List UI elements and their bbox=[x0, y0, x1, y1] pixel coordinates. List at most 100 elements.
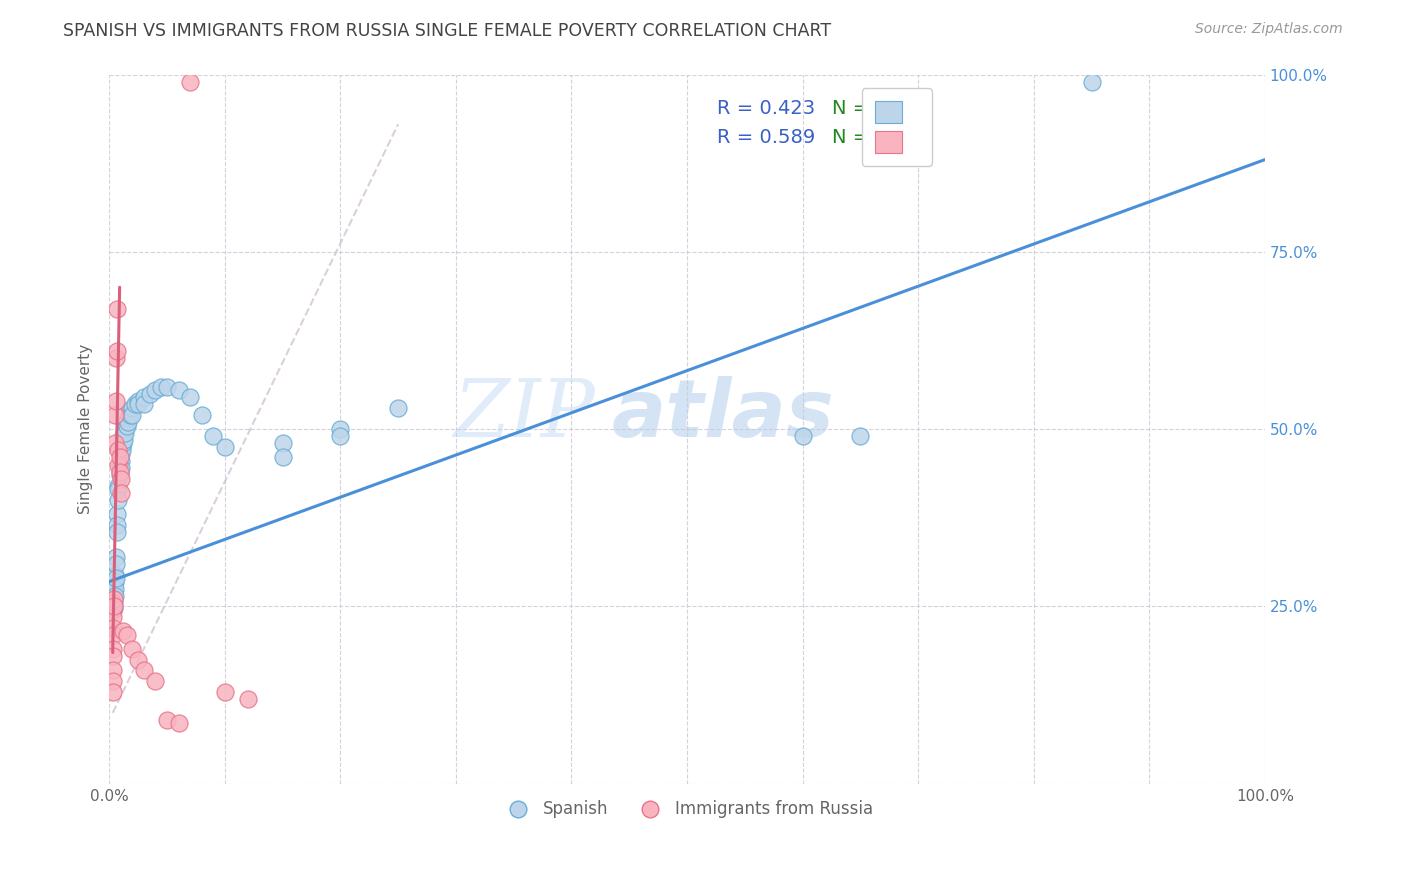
Point bbox=[115, 415, 138, 429]
Point bbox=[117, 415, 139, 429]
Point bbox=[110, 472, 132, 486]
Point bbox=[110, 486, 132, 500]
Y-axis label: Single Female Poverty: Single Female Poverty bbox=[79, 344, 93, 515]
Point bbox=[112, 429, 135, 443]
Point bbox=[101, 649, 124, 664]
Point bbox=[112, 436, 135, 450]
Text: ZIP: ZIP bbox=[453, 376, 595, 454]
Point bbox=[190, 408, 212, 422]
Point bbox=[105, 351, 128, 366]
Point bbox=[103, 592, 125, 607]
Point bbox=[132, 390, 155, 404]
Point bbox=[132, 663, 155, 677]
Point bbox=[103, 599, 125, 614]
Point bbox=[101, 610, 124, 624]
Point bbox=[271, 450, 294, 465]
Point bbox=[145, 383, 167, 397]
Point bbox=[329, 422, 352, 436]
Point bbox=[101, 628, 124, 642]
Point bbox=[121, 642, 143, 657]
Point bbox=[101, 642, 124, 657]
Point bbox=[167, 383, 190, 397]
Point bbox=[110, 454, 132, 468]
Text: N = 65: N = 65 bbox=[831, 99, 900, 119]
Point bbox=[105, 301, 128, 316]
Point bbox=[103, 578, 125, 592]
Point bbox=[105, 344, 128, 359]
Point bbox=[329, 429, 352, 443]
Point bbox=[132, 397, 155, 411]
Text: Source: ZipAtlas.com: Source: ZipAtlas.com bbox=[1195, 22, 1343, 37]
Point bbox=[101, 663, 124, 677]
Point bbox=[104, 574, 127, 589]
Point bbox=[108, 450, 131, 465]
Point bbox=[101, 621, 124, 635]
Point bbox=[111, 440, 134, 454]
Point bbox=[104, 567, 127, 582]
Point bbox=[179, 390, 201, 404]
Point bbox=[107, 443, 129, 458]
Point bbox=[103, 585, 125, 599]
Point bbox=[105, 507, 128, 521]
Point bbox=[138, 386, 160, 401]
Point bbox=[103, 600, 125, 615]
Point bbox=[236, 691, 259, 706]
Point bbox=[214, 440, 236, 454]
Point bbox=[156, 379, 179, 393]
Point bbox=[101, 596, 124, 610]
Point bbox=[108, 465, 131, 479]
Point bbox=[115, 628, 138, 642]
Point bbox=[118, 408, 141, 422]
Point bbox=[101, 684, 124, 698]
Point bbox=[103, 596, 125, 610]
Point bbox=[115, 418, 138, 433]
Point bbox=[156, 713, 179, 727]
Point bbox=[124, 397, 146, 411]
Point bbox=[104, 408, 127, 422]
Point bbox=[117, 411, 139, 425]
Text: N = 36: N = 36 bbox=[831, 128, 900, 146]
Point bbox=[112, 425, 135, 440]
Text: R = 0.423: R = 0.423 bbox=[717, 99, 815, 119]
Point bbox=[101, 589, 124, 603]
Point bbox=[179, 74, 201, 88]
Point bbox=[387, 401, 409, 415]
Point bbox=[108, 458, 131, 472]
Point bbox=[150, 379, 173, 393]
Point bbox=[112, 624, 135, 639]
Point bbox=[107, 479, 129, 493]
Legend: Spanish, Immigrants from Russia: Spanish, Immigrants from Russia bbox=[495, 794, 880, 825]
Point bbox=[101, 673, 124, 688]
Point bbox=[849, 429, 872, 443]
Point bbox=[145, 673, 167, 688]
Point bbox=[105, 571, 128, 585]
Point bbox=[118, 404, 141, 418]
Point bbox=[202, 429, 225, 443]
Point bbox=[121, 401, 143, 415]
Point bbox=[105, 524, 128, 539]
Point bbox=[214, 684, 236, 698]
Point bbox=[114, 425, 136, 440]
Point bbox=[110, 461, 132, 475]
Point bbox=[104, 582, 127, 596]
Point bbox=[105, 517, 128, 532]
Point bbox=[101, 574, 124, 589]
Text: atlas: atlas bbox=[612, 376, 835, 454]
Point bbox=[105, 557, 128, 571]
Point bbox=[167, 716, 190, 731]
Point bbox=[103, 592, 125, 607]
Point bbox=[107, 483, 129, 497]
Point bbox=[101, 603, 124, 617]
Point bbox=[127, 397, 149, 411]
Point bbox=[105, 393, 128, 408]
Text: R = 0.589: R = 0.589 bbox=[717, 128, 815, 146]
Point bbox=[127, 393, 149, 408]
Point bbox=[111, 443, 134, 458]
Point bbox=[792, 429, 814, 443]
Point bbox=[271, 436, 294, 450]
Point bbox=[108, 465, 131, 479]
Point bbox=[104, 589, 127, 603]
Point bbox=[101, 603, 124, 617]
Point bbox=[112, 433, 135, 447]
Point bbox=[104, 436, 127, 450]
